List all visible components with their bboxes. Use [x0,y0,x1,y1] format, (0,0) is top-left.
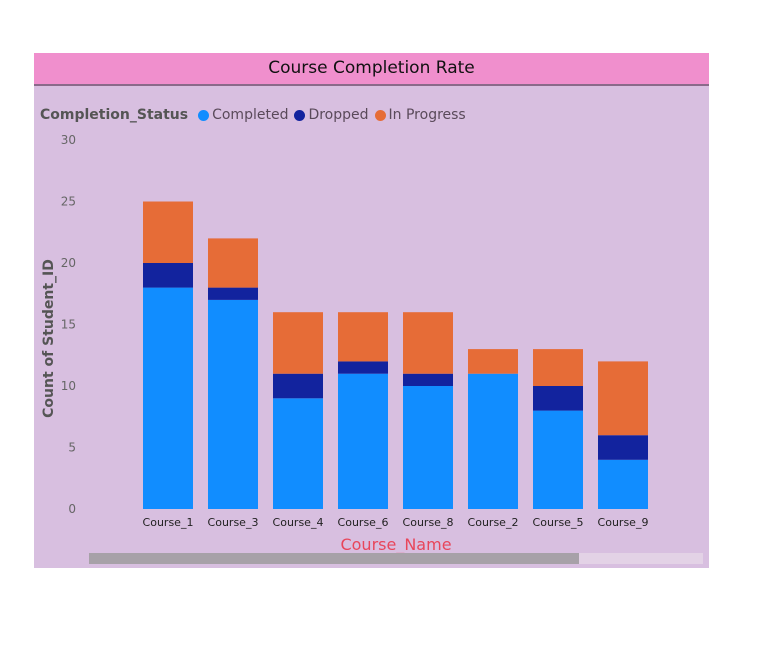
legend-item-dropped[interactable]: Dropped [294,107,369,123]
bar-completed-course-2[interactable] [468,373,518,509]
bar-dropped-course-5[interactable] [533,386,583,411]
y-tick-label: 15 [61,318,76,332]
bar-completed-course-8[interactable] [403,386,453,509]
bar-dropped-course-4[interactable] [273,373,323,399]
chart-title: Course Completion Rate [268,58,475,78]
bar-dropped-course-6[interactable] [338,361,388,374]
bar-dropped-course-8[interactable] [403,373,453,386]
legend: Completion_Status Completed Dropped In P… [40,105,472,125]
title-bar: Course Completion Rate [34,53,709,86]
y-tick-label: 5 [68,441,76,455]
legend-label-dropped: Dropped [308,107,369,123]
x-tick-label: Course_6 [338,516,389,529]
x-tick-label: Course_3 [208,516,259,529]
legend-dot-completed [198,109,210,121]
legend-item-completed[interactable]: Completed [198,107,288,123]
bar-dropped-course-9[interactable] [598,435,648,460]
bar-in-progress-course-3[interactable] [208,238,258,288]
bar-in-progress-course-8[interactable] [403,312,453,374]
legend-dot-in-progress [374,109,386,121]
bar-completed-course-1[interactable] [143,287,193,509]
y-tick-label: 25 [61,195,76,209]
bar-dropped-course-1[interactable] [143,263,193,288]
bar-chart: 0 5 10 15 20 25 30 Count of Student_ID Course_1 C… [41,133,649,555]
x-tick-label: Course_8 [403,516,454,529]
y-tick-label: 10 [61,379,76,393]
bar-completed-course-5[interactable] [533,410,583,509]
x-tick-label: Course_4 [273,516,324,529]
x-axis-label: Course_Name [340,535,451,555]
bar-in-progress-course-5[interactable] [533,349,583,386]
bar-completed-course-6[interactable] [338,373,388,509]
y-tick-label: 0 [68,502,76,516]
chart-panel: Course Completion Rate Completion_Status… [34,53,709,568]
legend-dot-dropped [294,109,306,121]
legend-item-in-progress[interactable]: In Progress [374,107,466,123]
x-tick-label: Course_9 [598,516,649,529]
horizontal-scrollbar[interactable] [89,553,703,564]
legend-label-in-progress: In Progress [388,107,466,123]
bar-in-progress-course-4[interactable] [273,312,323,374]
legend-title: Completion_Status [40,107,189,123]
x-tick-label: Course_1 [143,516,194,529]
y-tick-label: 20 [61,256,76,270]
y-tick-label: 30 [61,133,76,147]
bar-in-progress-course-1[interactable] [143,201,193,264]
bar-completed-course-9[interactable] [598,459,648,509]
bar-in-progress-course-6[interactable] [338,312,388,362]
y-axis-label: Count of Student_ID [41,259,57,418]
x-tick-label: Course_2 [468,516,519,529]
bar-completed-course-3[interactable] [208,299,258,509]
bar-completed-course-4[interactable] [273,398,323,509]
bar-in-progress-course-9[interactable] [598,361,648,436]
bar-dropped-course-3[interactable] [208,287,258,300]
legend-label-completed: Completed [212,107,289,123]
x-tick-label: Course_5 [533,516,584,529]
bar-in-progress-course-2[interactable] [468,349,518,374]
scrollbar-thumb[interactable] [89,553,579,564]
